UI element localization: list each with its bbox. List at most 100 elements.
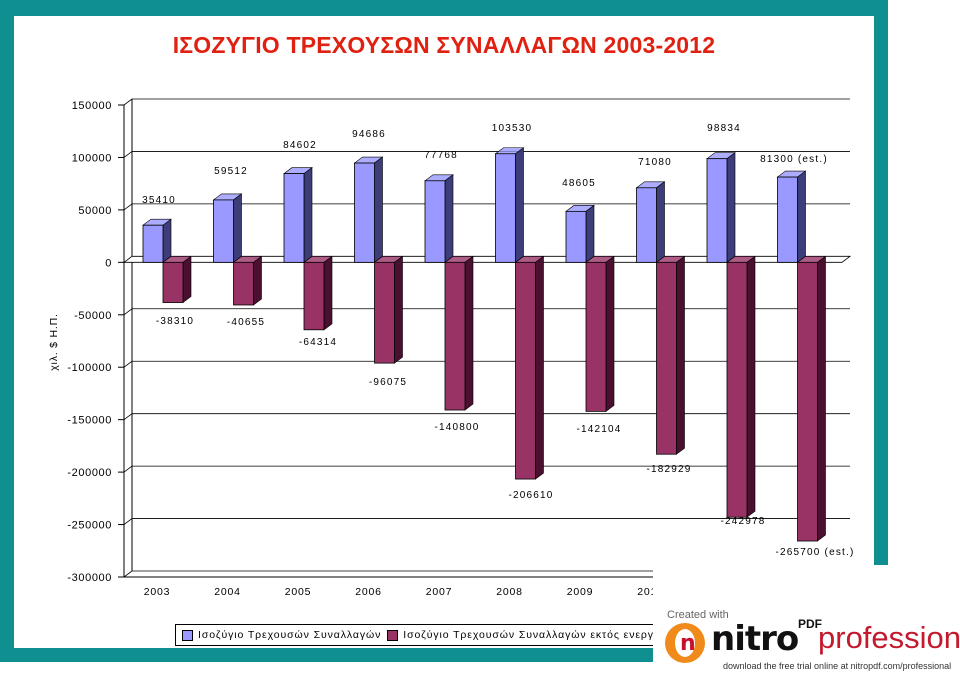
bar-positive-side: [726, 152, 736, 263]
data-label-positive: 77768: [424, 150, 458, 161]
y-tick-label: 100000: [72, 152, 112, 164]
data-label-positive: 71080: [638, 157, 672, 168]
x-tick-label: 2003: [144, 586, 171, 598]
chart-legend: Ισοζύγιο Τρεχουσών Συναλλαγών Ισοζύγιο Τ…: [175, 624, 715, 646]
bar-negative-side: [605, 255, 615, 412]
watermark-created-text: Created with: [667, 609, 729, 621]
watermark-pdf: PDF: [798, 617, 822, 631]
bar-negative-side: [817, 255, 826, 542]
legend-swatch-series-2: [387, 629, 399, 641]
bar-negative-side: [464, 255, 474, 411]
gridline-join: [123, 413, 133, 420]
bar-negative: [656, 261, 677, 455]
y-tick-label: 150000: [72, 100, 112, 112]
x-tick-label: 2009: [567, 586, 594, 598]
data-label-positive: 35410: [142, 195, 176, 206]
bar-positive-side: [444, 174, 454, 263]
chart-title: ΙΣΟΖΥΓΙΟ ΤΡΕΧΟΥΣΩΝ ΣΥΝΑΛΛΑΓΩΝ 2003-2012: [172, 32, 716, 58]
bar-positive-side: [797, 170, 806, 263]
bar-positive-side: [233, 193, 242, 263]
legend-label-series-2: Ισοζύγιο Τρεχουσών Συναλλαγών εκτός ενερ…: [403, 629, 704, 641]
gridline-join: [123, 518, 133, 525]
data-label-negative: -38310: [156, 316, 194, 327]
data-label-positive: 94686: [352, 129, 386, 140]
bar-positive: [424, 180, 446, 263]
bar-negative-side: [182, 255, 192, 304]
y-axis-title: χιλ. $ Η.Π.: [48, 313, 60, 371]
legend-swatch-series-1: [182, 629, 193, 641]
data-label-negative: -142104: [576, 424, 621, 435]
bar-negative-side: [676, 255, 685, 455]
bar-negative-side: [535, 255, 544, 480]
bar-positive-side: [585, 204, 595, 263]
bar-positive: [142, 224, 164, 263]
bar-positive: [777, 176, 798, 263]
bar-positive: [283, 173, 305, 263]
bar-negative-side: [253, 255, 262, 306]
watermark-brand: nitro: [711, 619, 799, 659]
gridline-join: [123, 570, 133, 578]
data-label-positive: 103530: [492, 123, 533, 134]
bar-negative: [797, 261, 818, 542]
bar-negative-side: [394, 255, 403, 364]
y-tick-label: 50000: [78, 205, 112, 217]
gridline-join: [123, 360, 133, 368]
y-tick-label: -300000: [67, 572, 112, 584]
bar-positive: [636, 187, 657, 263]
data-label-negative: -265700 (est.): [775, 547, 854, 558]
x-tick-label: 2004: [214, 586, 241, 598]
legend-item-series-2: Ισοζύγιο Τρεχουσών Συναλλαγών εκτός ενερ…: [387, 629, 703, 641]
y-tick-label: 0: [105, 257, 112, 269]
gridline-join: [123, 203, 133, 211]
legend-item-series-1: Ισοζύγιο Τρεχουσών Συναλλαγών: [182, 629, 381, 641]
data-label-negative: -96075: [369, 377, 407, 388]
data-label-positive: 98834: [707, 123, 741, 134]
y-tick-label: -250000: [67, 520, 112, 532]
gridline-join: [123, 151, 133, 158]
gridline-join: [123, 308, 133, 316]
bar-negative-side: [323, 255, 333, 331]
x-tick-label: 2005: [285, 586, 312, 598]
bar-positive-side: [656, 181, 665, 263]
y-tick-label: -150000: [67, 415, 112, 427]
bar-negative: [303, 261, 325, 331]
bar-negative: [585, 261, 607, 412]
x-tick-label: 2006: [355, 586, 382, 598]
data-label-positive: 48605: [562, 178, 596, 189]
bar-positive: [354, 162, 375, 263]
bar-negative: [162, 261, 184, 303]
bar-positive-side: [374, 156, 383, 263]
y-tick-label: -50000: [74, 310, 112, 322]
bar-negative: [374, 261, 395, 364]
bar-positive: [706, 158, 728, 263]
data-label-negative: -182929: [646, 464, 691, 475]
y-tick-label: -100000: [67, 362, 112, 374]
gridline-join: [123, 98, 133, 106]
bar-negative-side: [746, 255, 756, 518]
data-label-negative: -206610: [508, 490, 553, 501]
x-tick-label: 2007: [426, 586, 453, 598]
watermark-edition: professional: [818, 620, 960, 655]
nitro-watermark: Created with n nitro PDF professional do…: [653, 565, 960, 675]
data-label-positive: 81300 (est.): [760, 154, 828, 165]
bar-negative: [444, 261, 466, 411]
bar-positive-side: [162, 218, 172, 263]
bar-positive: [565, 210, 587, 263]
bar-negative: [515, 261, 536, 480]
bar-positive-side: [515, 147, 524, 263]
bar-positive: [495, 153, 516, 263]
data-label-negative: -140800: [434, 422, 479, 433]
bar-negative: [233, 261, 254, 306]
bar-positive: [213, 199, 234, 263]
y-tick-label: -200000: [67, 467, 112, 479]
bar-positive-side: [303, 166, 313, 263]
gridline-join: [123, 465, 133, 473]
data-label-positive: 84602: [283, 140, 317, 151]
x-tick-label: 2008: [496, 586, 523, 598]
data-label-negative: -40655: [227, 317, 265, 328]
data-label-negative: -64314: [299, 337, 337, 348]
watermark-footer: download the free trial online at nitrop…: [723, 661, 952, 671]
bar-negative: [726, 261, 748, 518]
data-label-negative: -242978: [720, 516, 765, 527]
nitro-logo-icon: n: [665, 623, 705, 663]
